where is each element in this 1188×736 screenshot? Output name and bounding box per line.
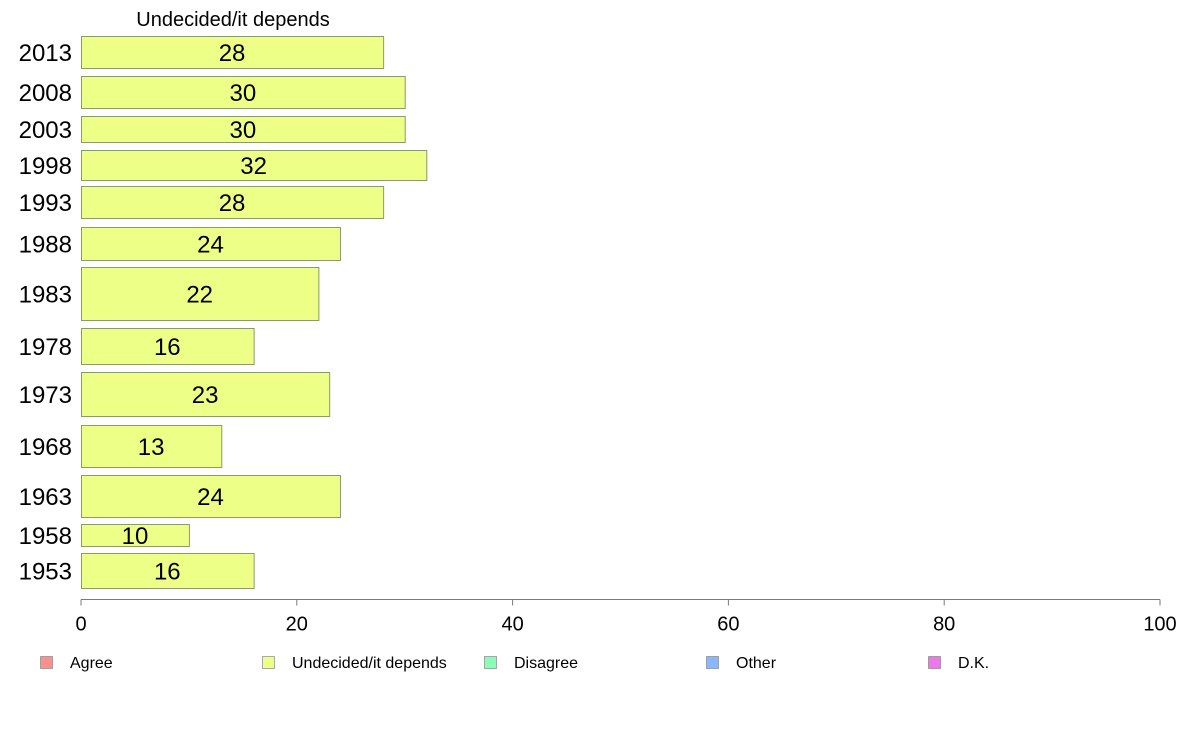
bar (81, 76, 406, 109)
bar (81, 425, 223, 468)
legend-label: Agree (70, 655, 113, 672)
bar (81, 186, 385, 219)
bar-value-label: 16 (154, 334, 181, 361)
legend-label: Disagree (514, 655, 578, 672)
bar-value-label: 10 (122, 523, 149, 550)
category-label: 1983 (19, 282, 72, 309)
legend-swatch (484, 656, 497, 669)
bar (81, 553, 255, 589)
bar-value-label: 28 (219, 40, 246, 67)
bar-value-label: 16 (154, 559, 181, 586)
bar (81, 328, 255, 365)
category-label: 1993 (19, 190, 72, 217)
category-label: 1963 (19, 484, 72, 511)
bar (81, 372, 331, 417)
x-axis: 0 20 40 60 80 100 (75, 599, 1177, 636)
x-tick-label: 100 (1143, 614, 1176, 636)
category-label: 2013 (19, 40, 72, 67)
category-label: 1968 (19, 434, 72, 461)
bar-value-label: 28 (219, 190, 246, 217)
legend: Agree Undecided/it depends Disagree Other D.… (40, 655, 989, 672)
bar (81, 36, 385, 69)
x-tick-label: 40 (501, 614, 523, 636)
bar (81, 475, 341, 518)
bar-value-label: 24 (197, 232, 224, 259)
category-label: 1978 (19, 334, 72, 361)
category-label: 2003 (19, 117, 72, 144)
bar (81, 150, 428, 181)
bar-value-label: 13 (138, 434, 165, 461)
legend-swatch (928, 656, 941, 669)
legend-label: Other (736, 655, 777, 672)
bar (81, 267, 320, 321)
x-tick-label: 20 (286, 614, 308, 636)
x-tick-label: 80 (933, 614, 955, 636)
legend-swatch (40, 656, 53, 669)
legend-label: Undecided/it depends (292, 655, 447, 672)
category-label: 2008 (19, 80, 72, 107)
bar (81, 116, 406, 143)
category-label: 1998 (19, 153, 72, 180)
x-tick-label: 60 (717, 614, 739, 636)
chart-title: Undecided/it depends (136, 9, 329, 31)
bar (81, 227, 341, 261)
x-tick-label: 0 (75, 614, 86, 636)
bar-value-label: 30 (229, 117, 256, 144)
legend-label: D.K. (958, 655, 989, 672)
legend-swatch (706, 656, 719, 669)
category-label: 1958 (19, 523, 72, 550)
category-label: 1973 (19, 382, 72, 409)
bar-value-label: 23 (192, 382, 219, 409)
bar-value-label: 24 (197, 484, 224, 511)
bar-value-label: 32 (240, 153, 267, 180)
category-label: 1988 (19, 232, 72, 259)
category-label: 1953 (19, 559, 72, 586)
bar (81, 524, 190, 547)
bar-value-label: 30 (229, 80, 256, 107)
bars-group: 2013 28 2008 30 2003 30 1998 32 1993 28 1988 24 1983… (19, 36, 428, 589)
legend-swatch (262, 656, 275, 669)
bar-value-label: 22 (186, 282, 213, 309)
